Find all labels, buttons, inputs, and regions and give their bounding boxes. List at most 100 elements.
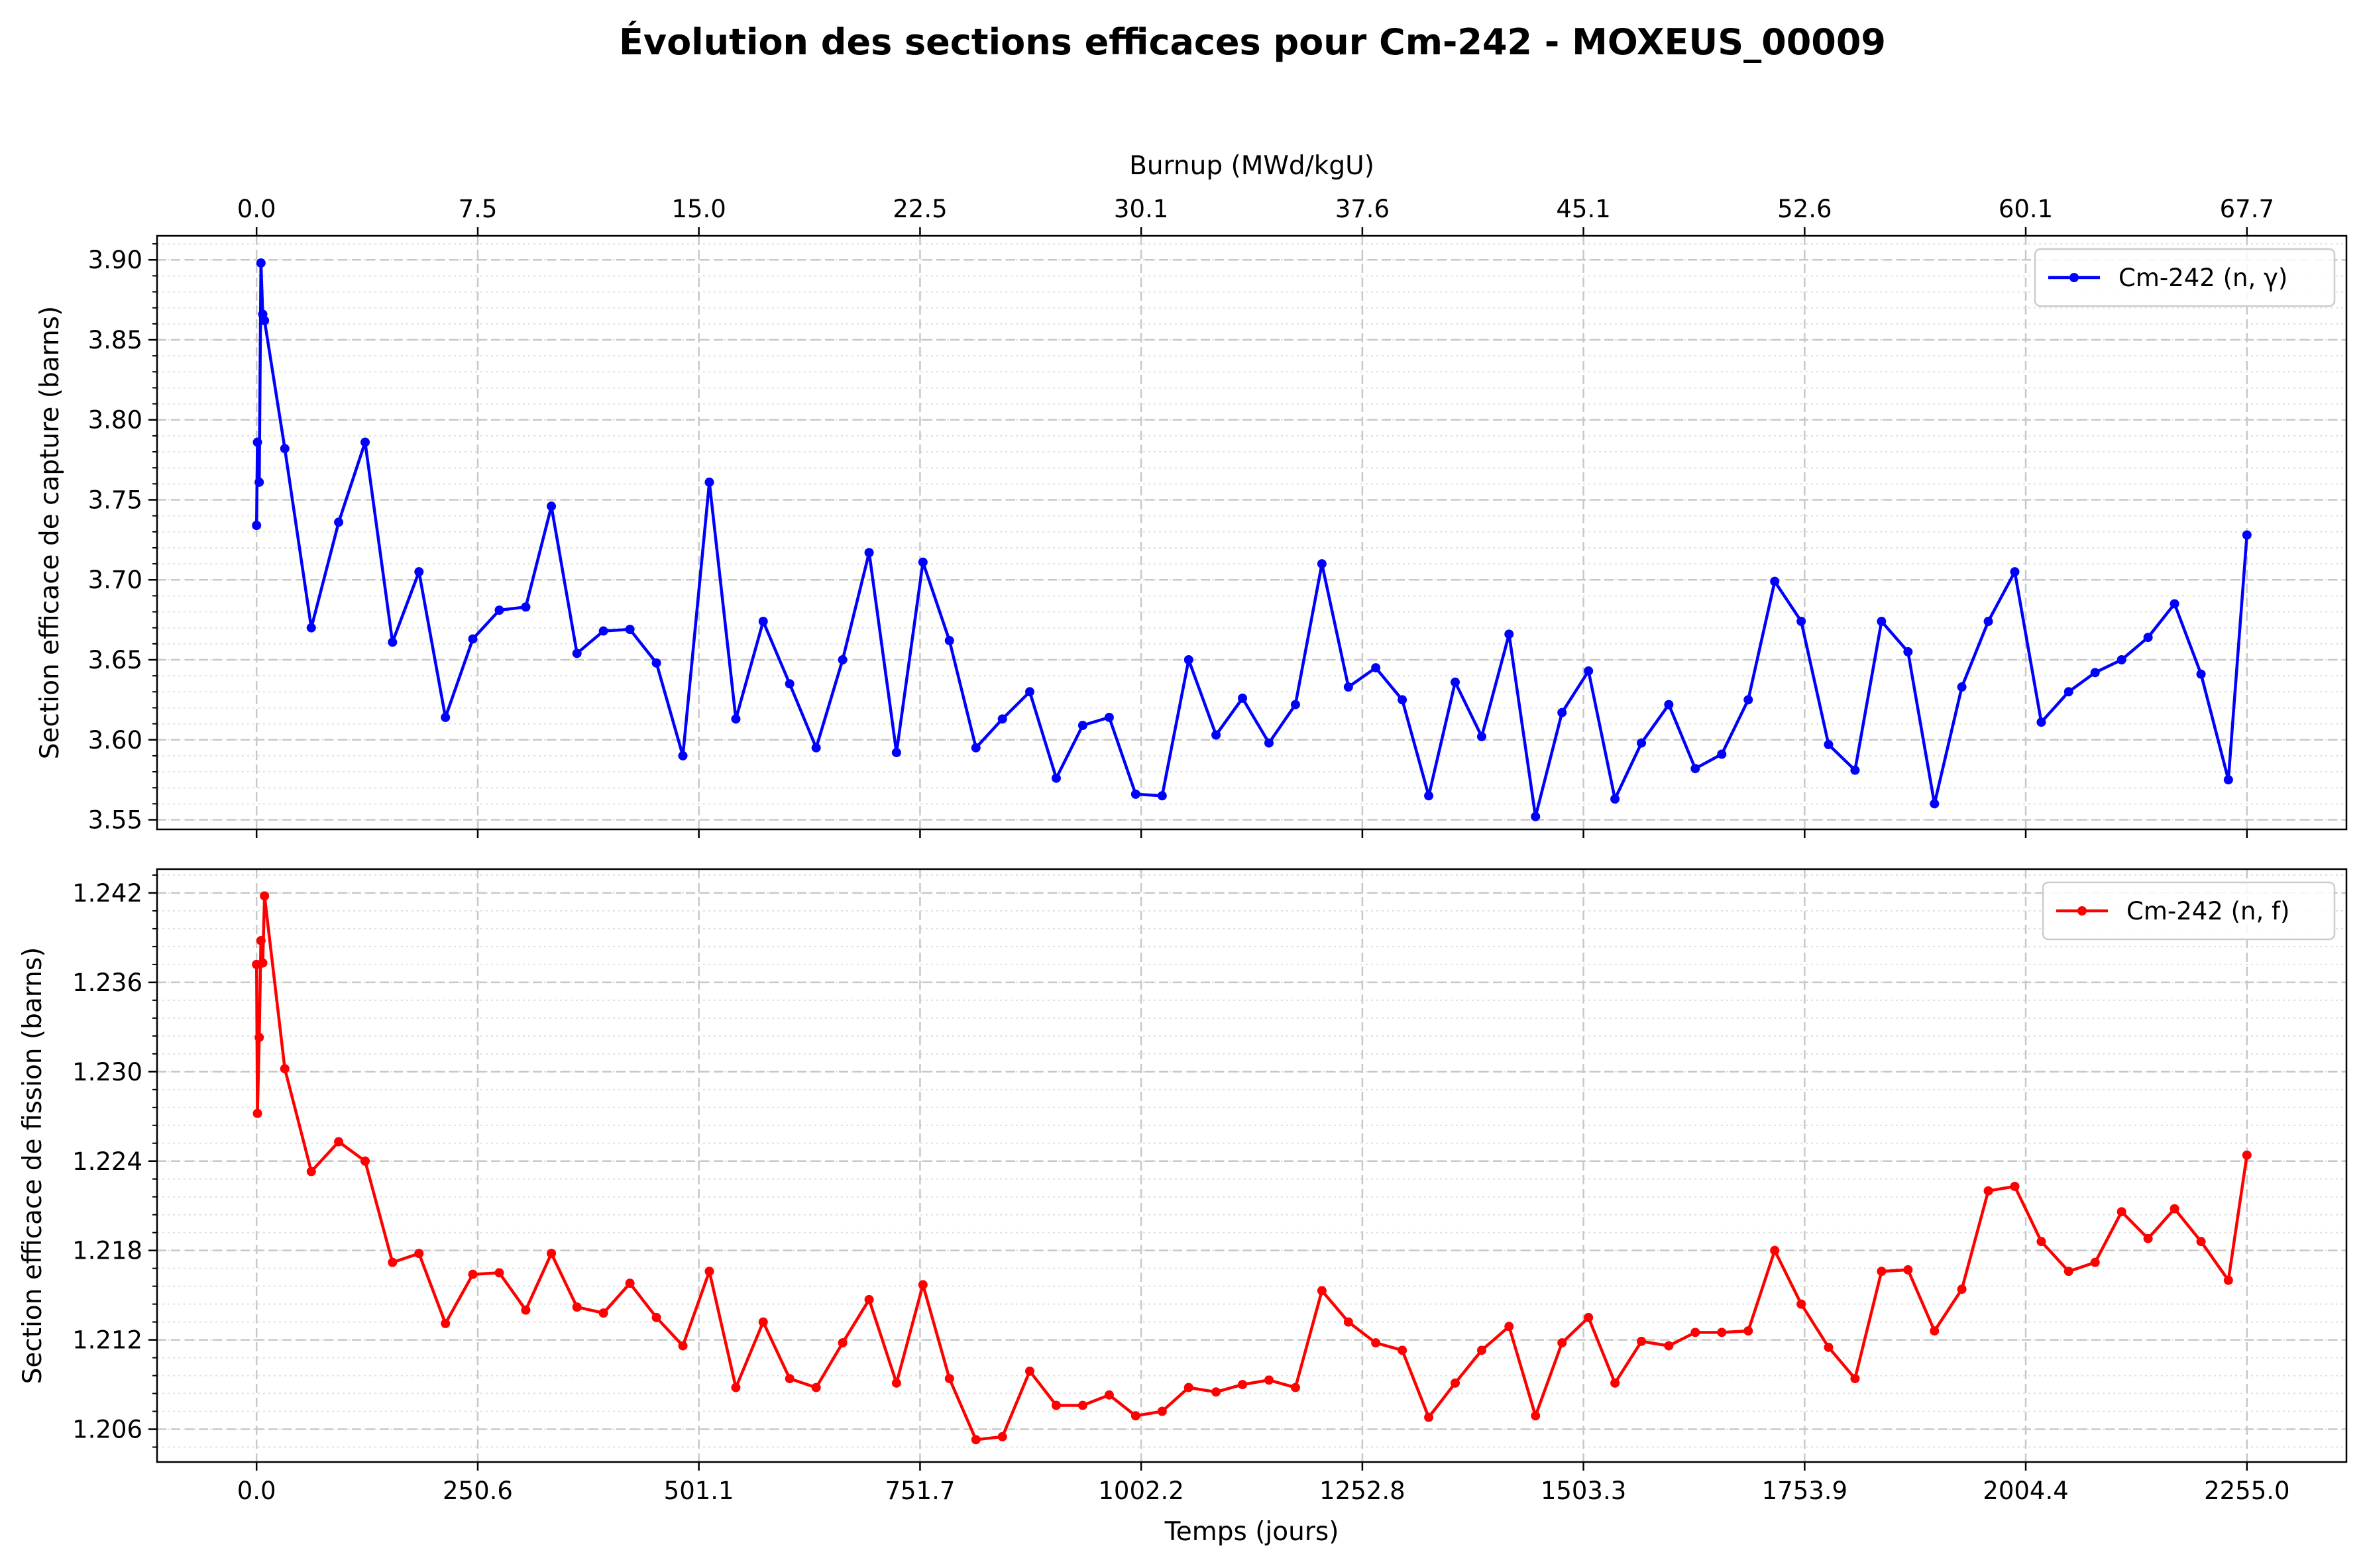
data-point	[1051, 1400, 1061, 1410]
data-point	[1903, 1265, 1913, 1275]
top-x-tick-label: 0.0	[237, 195, 276, 223]
data-point	[1051, 773, 1061, 783]
data-point	[997, 1432, 1007, 1441]
data-point	[971, 1435, 981, 1445]
data-point	[1957, 1284, 1967, 1294]
data-point	[306, 623, 316, 633]
series-markers	[252, 258, 2252, 821]
data-point	[651, 1312, 661, 1322]
data-point	[1983, 617, 1993, 627]
data-point	[1584, 1312, 1594, 1322]
x-tick-label: 2004.4	[1983, 1477, 2068, 1505]
data-point	[1664, 1341, 1674, 1351]
data-point	[1824, 1342, 1834, 1352]
data-point	[1770, 576, 1780, 586]
data-point	[2036, 1237, 2046, 1247]
axes-frame	[156, 235, 2348, 831]
data-point	[572, 649, 582, 658]
data-point	[651, 658, 661, 668]
data-point	[1264, 738, 1274, 748]
data-point	[891, 748, 901, 758]
y-tick-label: 1.242	[72, 879, 142, 908]
data-point	[1824, 740, 1834, 749]
data-point	[2036, 717, 2046, 727]
top-x-tick-label: 30.1	[1114, 195, 1168, 223]
data-point	[1317, 1286, 1327, 1296]
data-point	[785, 679, 795, 689]
data-point	[625, 625, 635, 635]
data-point	[971, 743, 981, 753]
data-point	[1451, 677, 1460, 687]
data-point	[468, 1269, 478, 1279]
data-point	[598, 626, 608, 636]
data-point	[1290, 700, 1300, 709]
top-x-axis: 0.0 7.5 15.0 22.5 30.1 37.6 45.1 52.6 60.1 67.7	[237, 195, 2274, 236]
data-point	[1183, 1383, 1193, 1392]
data-point	[1664, 700, 1674, 709]
data-point	[2010, 567, 2020, 577]
data-point	[2010, 1181, 2020, 1191]
data-point	[414, 567, 424, 577]
data-point	[2242, 530, 2252, 540]
data-point	[468, 634, 478, 644]
data-point	[1930, 1326, 1940, 1336]
data-point	[1211, 730, 1221, 740]
x-tick-label: 751.7	[885, 1477, 955, 1505]
data-point	[1531, 1411, 1541, 1421]
data-point	[414, 1249, 424, 1259]
data-point	[254, 1033, 264, 1043]
data-point	[785, 1374, 795, 1384]
data-point	[1130, 789, 1140, 799]
data-point	[2090, 668, 2100, 678]
data-point	[306, 1167, 316, 1176]
data-point	[731, 1383, 741, 1392]
data-point	[864, 548, 874, 558]
data-point	[838, 1338, 848, 1348]
data-point	[388, 1257, 398, 1267]
figure-title: Évolution des sections efficaces pour Cm…	[619, 21, 1886, 63]
data-point	[1104, 1390, 1114, 1400]
data-point	[1264, 1375, 1274, 1385]
y-tick-label: 3.85	[88, 326, 142, 354]
data-point	[1610, 1378, 1620, 1388]
x-tick-label: 1753.9	[1762, 1477, 1847, 1505]
y-tick-label: 3.90	[88, 246, 142, 274]
x-tick-label: 1002.2	[1098, 1477, 1183, 1505]
data-point	[260, 891, 270, 901]
data-point	[441, 712, 451, 722]
data-point	[704, 477, 714, 487]
data-point	[1157, 1406, 1167, 1416]
data-point	[2170, 1204, 2179, 1214]
y-tick-label: 3.65	[88, 646, 142, 674]
top-x-tick-label: 60.1	[1999, 195, 2053, 223]
data-point	[1690, 1328, 1700, 1337]
y-axis-label: Section efficace de fission (barns)	[18, 947, 48, 1385]
top-x-tick-label: 37.6	[1335, 195, 1390, 223]
data-point	[1557, 1338, 1567, 1348]
data-point	[1476, 731, 1486, 741]
legend-marker	[2069, 273, 2079, 282]
data-point	[360, 1156, 370, 1166]
y-axis: 3.55 3.60 3.65 3.70 3.75 3.80 3.85 3.90	[88, 243, 157, 835]
data-point	[1903, 647, 1913, 656]
data-point	[1371, 663, 1381, 673]
data-point	[2196, 669, 2206, 679]
data-point	[1317, 559, 1327, 569]
data-point	[1238, 1380, 1248, 1390]
data-point	[1077, 1400, 1087, 1410]
data-point	[1850, 1374, 1860, 1384]
axes-frame	[156, 868, 2348, 1463]
data-point	[1504, 1322, 1514, 1332]
data-point	[2143, 633, 2153, 643]
data-point	[1451, 1378, 1460, 1388]
legend-label: Cm-242 (n, f)	[2126, 897, 2289, 925]
data-point	[1717, 749, 1727, 759]
y-tick-label: 3.60	[88, 726, 142, 755]
data-point	[256, 935, 266, 945]
y-tick-label: 3.70	[88, 566, 142, 594]
data-point	[1183, 655, 1193, 664]
data-point	[258, 958, 268, 968]
y-axis-label: Section efficace de capture (barns)	[35, 306, 65, 759]
data-point	[2090, 1257, 2100, 1267]
